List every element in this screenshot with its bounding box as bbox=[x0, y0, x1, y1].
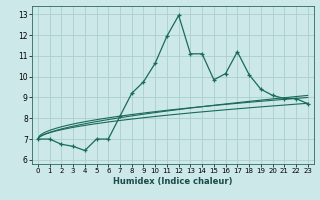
X-axis label: Humidex (Indice chaleur): Humidex (Indice chaleur) bbox=[113, 177, 233, 186]
